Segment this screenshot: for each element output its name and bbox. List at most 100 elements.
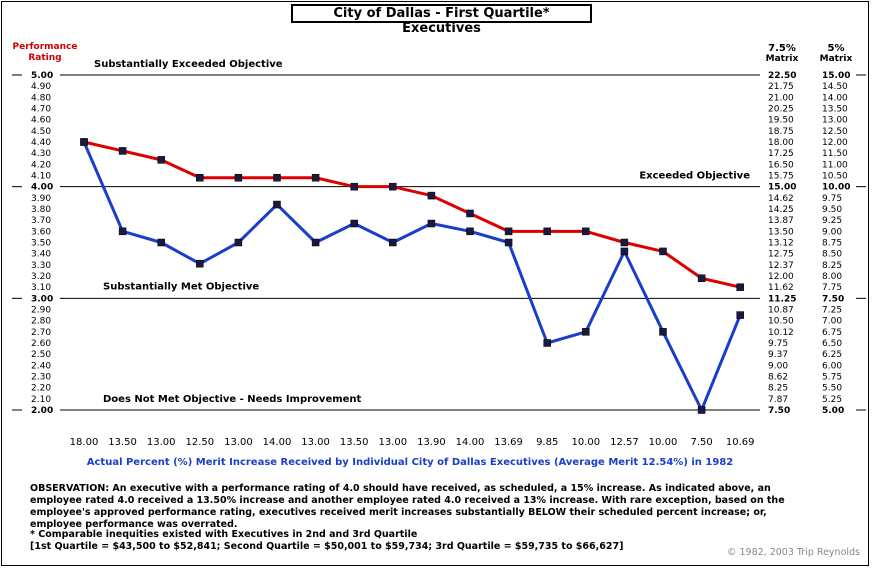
observation-text: OBSERVATION: An executive with a perform… [30, 483, 785, 530]
matrix-7-5-tick: 18.00 [768, 138, 794, 148]
data-point [543, 339, 551, 347]
matrix-7-5-tick: 21.75 [768, 82, 794, 92]
data-point [350, 182, 358, 191]
matrix-5-tick: 15.00 [822, 71, 850, 81]
matrix-5-header: 5% Matrix [816, 43, 856, 65]
data-point [697, 406, 706, 414]
y-tick-label: 3.60 [31, 227, 51, 237]
zone-label: Does Not Met Objective - Needs Improveme… [103, 394, 362, 405]
y-tick-label: 3.20 [31, 272, 51, 282]
series-line-0 [82, 141, 742, 412]
matrix-7-5-tick: 13.87 [768, 216, 794, 226]
matrix-5-tick: 13.00 [822, 116, 848, 126]
matrix-7-5-label: Matrix [765, 54, 799, 64]
x-tick-label: 13.50 [108, 437, 137, 448]
y-tick-label: 2.40 [31, 361, 51, 371]
matrix-7-5-tick: 13.12 [768, 239, 794, 249]
data-point [234, 173, 243, 182]
y-tick-label: 4.20 [31, 160, 51, 170]
data-point [118, 147, 127, 155]
zone-label: Substantially Met Objective [103, 281, 259, 292]
matrix-5-tick: 14.50 [822, 82, 848, 92]
data-point [389, 182, 397, 191]
data-point [350, 219, 358, 228]
data-point [736, 283, 744, 291]
x-tick-label: 14.00 [456, 437, 485, 448]
series-line-1 [83, 140, 741, 289]
matrix-5-tick: 12.50 [822, 127, 848, 137]
x-tick-label: 18.00 [70, 437, 99, 448]
matrix-7-5-percent: 7.5% [768, 43, 796, 54]
y-tick-label: 3.30 [31, 261, 51, 271]
matrix-5-tick: 11.00 [822, 160, 848, 170]
data-point [196, 259, 204, 268]
y-axis-header: Performance Rating [12, 42, 78, 63]
matrix-5-percent: 5% [827, 43, 845, 54]
x-tick-label: 13.00 [301, 437, 330, 448]
x-tick-label: 9.85 [536, 437, 558, 448]
matrix-5-tick: 10.50 [822, 172, 848, 182]
matrix-5-tick: 5.25 [822, 395, 842, 405]
data-point [311, 173, 320, 182]
x-axis-label: Actual Percent (%) Merit Increase Receiv… [86, 457, 734, 468]
matrix-7-5-tick: 9.75 [768, 339, 788, 349]
y-tick-label: 2.70 [31, 328, 51, 338]
x-tick-label: 12.57 [610, 437, 639, 448]
footnote: * Comparable inequities existed with Exe… [30, 529, 730, 553]
zone-label: Exceeded Objective [639, 171, 750, 182]
y-tick-label: 4.40 [31, 138, 51, 148]
data-point [157, 156, 165, 164]
matrix-5-tick: 8.25 [822, 261, 842, 271]
y-tick-label: 3.50 [31, 239, 51, 249]
matrix-7-5-tick: 19.50 [768, 116, 794, 126]
matrix-7-5-tick: 11.62 [768, 283, 794, 293]
y-tick-label: 2.80 [31, 317, 51, 327]
matrix-7-5-tick: 7.87 [768, 395, 788, 405]
x-tick-label: 13.90 [417, 437, 446, 448]
x-tick-label: 14.00 [263, 437, 292, 448]
matrix-5-tick: 6.75 [822, 328, 842, 338]
y-tick-label: 4.10 [31, 172, 51, 182]
matrix-5-tick: 8.75 [822, 239, 842, 249]
x-tick-label: 7.50 [690, 437, 712, 448]
matrix-7-5-tick: 8.25 [768, 384, 788, 394]
data-point [466, 227, 474, 236]
x-tick-label: 13.69 [494, 437, 523, 448]
y-tick-label: 3.10 [31, 283, 51, 293]
data-point [427, 191, 436, 200]
footnote-line-2: [1st Quartile = $43,500 to $52,841; Seco… [30, 541, 624, 552]
matrix-7-5-tick: 14.62 [768, 194, 794, 204]
y-tick-label: 2.30 [31, 373, 51, 383]
y-tick-label: 3.40 [31, 250, 51, 260]
matrix-5-tick: 6.00 [822, 361, 842, 371]
matrix-7-5-tick: 7.50 [768, 406, 790, 416]
matrix-5-tick: 8.00 [822, 272, 842, 282]
matrix-5-tick: 8.50 [822, 250, 842, 260]
matrix-7-5-header: 7.5% Matrix [762, 43, 802, 65]
data-point [157, 238, 165, 247]
data-point [582, 328, 590, 336]
y-tick-label: 4.00 [31, 183, 53, 193]
zone-label: Substantially Exceeded Objective [94, 59, 283, 70]
matrix-5-tick: 5.00 [822, 406, 844, 416]
data-point [504, 227, 513, 236]
data-point [543, 227, 551, 236]
y-tick-label: 2.20 [31, 384, 51, 394]
matrix-5-tick: 9.50 [822, 205, 842, 215]
matrix-5-tick: 7.50 [822, 294, 844, 304]
matrix-5-tick: 9.00 [822, 227, 842, 237]
matrix-7-5-tick: 17.25 [768, 149, 794, 159]
data-point [118, 227, 127, 236]
x-tick-label: 13.00 [224, 437, 253, 448]
y-tick-label: 2.60 [31, 339, 51, 349]
matrix-5-tick: 12.00 [822, 138, 848, 148]
matrix-7-5-tick: 9.37 [768, 350, 788, 360]
y-tick-label: 4.60 [31, 116, 51, 126]
data-point [620, 247, 629, 256]
matrix-5-tick: 7.25 [822, 306, 842, 316]
matrix-5-tick: 6.50 [822, 339, 842, 349]
y-tick-label: 3.90 [31, 194, 51, 204]
matrix-5-tick: 11.50 [822, 149, 848, 159]
matrix-7-5-tick: 20.25 [768, 105, 794, 115]
matrix-7-5-tick: 11.25 [768, 294, 796, 304]
